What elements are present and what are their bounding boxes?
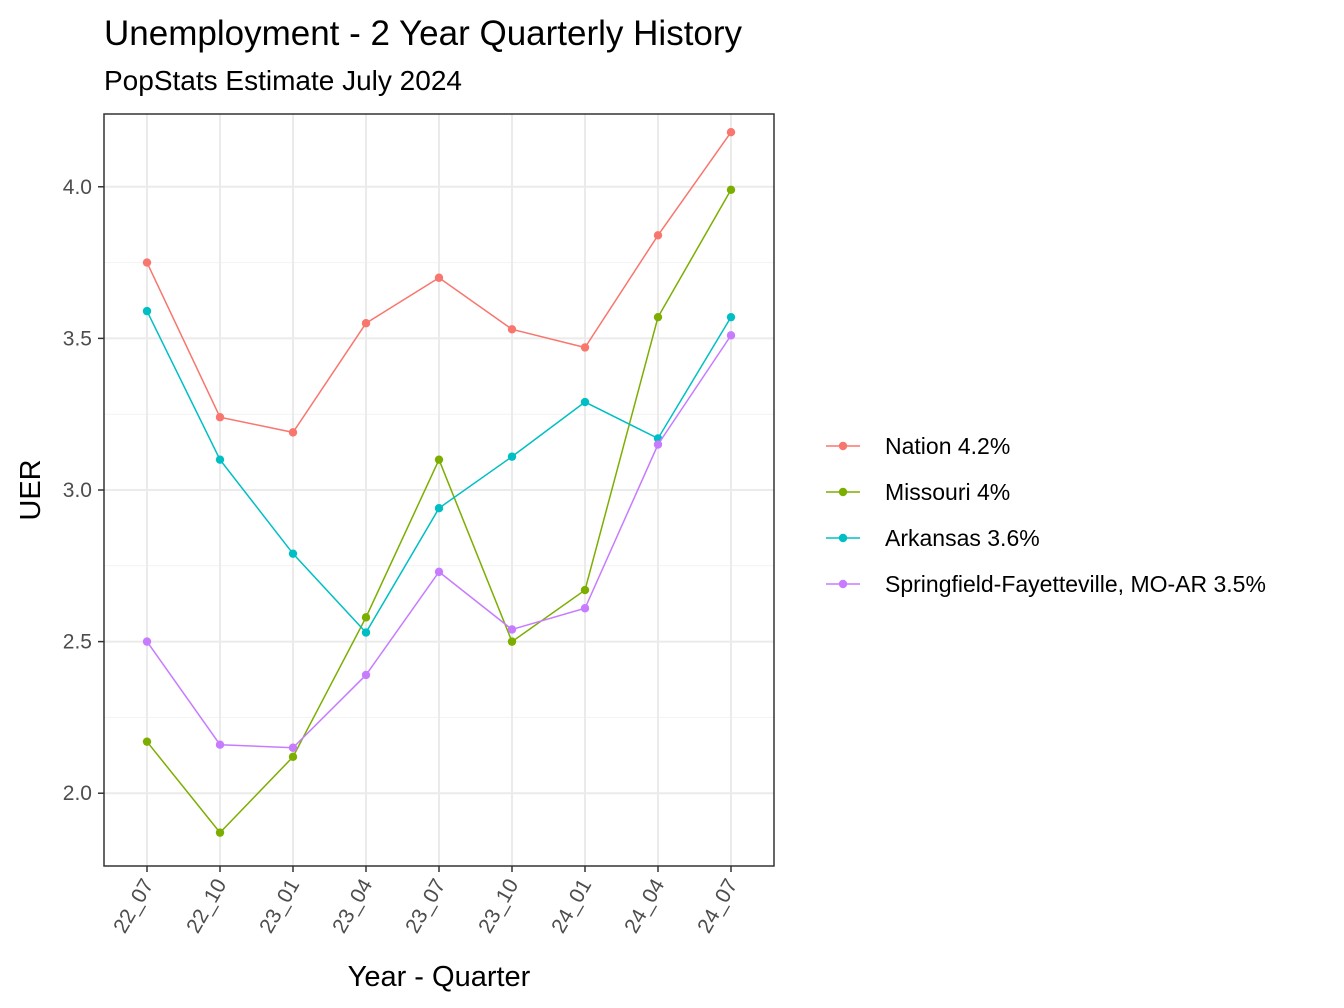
x-tick-label: 23_04 (328, 875, 377, 937)
y-tick-label: 2.5 (63, 631, 92, 654)
data-point (361, 319, 371, 328)
data-point (215, 455, 225, 464)
data-point (434, 503, 444, 513)
data-point (726, 331, 736, 340)
data-point (434, 273, 444, 282)
legend-label: Missouri 4% (885, 479, 1010, 505)
data-point (507, 625, 517, 634)
x-tick-label: 24_04 (620, 875, 669, 937)
y-tick-label: 3.0 (63, 479, 92, 502)
data-point (726, 185, 736, 195)
legend-label: Springfield-Fayetteville, MO-AR 3.5% (885, 571, 1266, 597)
data-point (142, 637, 152, 646)
x-tick-label: 23_07 (401, 875, 450, 937)
x-tick-label: 23_10 (474, 875, 523, 937)
legend-key-point (838, 533, 848, 543)
data-point (142, 306, 152, 316)
legend-item: Arkansas 3.6% (826, 525, 1040, 551)
data-point (580, 585, 590, 595)
x-tick-label: 22_10 (182, 875, 231, 937)
data-point (215, 828, 225, 837)
y-tick-label: 2.0 (63, 782, 92, 805)
data-point (215, 413, 225, 422)
y-tick-label: 4.0 (63, 176, 92, 199)
legend-item: Missouri 4% (826, 479, 1010, 505)
data-point (288, 549, 298, 558)
grid-lines (104, 114, 774, 866)
x-tick-label: 22_07 (109, 875, 158, 937)
legend-label: Nation 4.2% (885, 433, 1010, 459)
series-3 (142, 331, 736, 752)
legend-label: Arkansas 3.6% (885, 525, 1040, 551)
chart-title: Unemployment - 2 Year Quarterly History (104, 14, 743, 53)
data-point (142, 258, 152, 267)
data-point (361, 613, 371, 622)
x-tick-label: 24_07 (693, 875, 742, 937)
series-1 (142, 185, 736, 837)
data-point (507, 637, 517, 646)
data-point (580, 604, 590, 613)
x-tick-label: 23_01 (255, 875, 304, 937)
x-tick-label: 24_01 (547, 875, 596, 937)
series-lines (142, 127, 736, 837)
data-point (580, 343, 590, 352)
y-axis: 2.0 2.5 3.0 3.5 4.0 (63, 176, 104, 805)
data-point (653, 231, 663, 240)
y-axis-title: UER (15, 459, 47, 520)
data-point (215, 740, 225, 749)
legend-key-point (838, 579, 848, 589)
data-point (726, 127, 736, 137)
data-point (507, 325, 517, 334)
data-point (507, 452, 517, 461)
legend-key-point (838, 487, 848, 497)
data-point (361, 670, 371, 680)
data-point (361, 628, 371, 637)
legend-key-point (838, 441, 848, 451)
y-tick-label: 3.5 (63, 327, 92, 350)
chart-subtitle: PopStats Estimate July 2024 (104, 65, 462, 96)
data-point (580, 397, 590, 407)
legend: Nation 4.2% Missouri 4% Arkansas 3.6% Sprin… (826, 433, 1266, 597)
x-axis-title: Year - Quarter (348, 961, 531, 993)
data-point (653, 440, 663, 449)
legend-item: Springfield-Fayetteville, MO-AR 3.5% (826, 571, 1266, 597)
data-point (653, 312, 663, 322)
x-axis: 22_07 22_10 23_01 23_04 23_07 23_10 24_01 24_04… (109, 866, 742, 937)
data-point (142, 737, 152, 746)
legend-item: Nation 4.2% (826, 433, 1010, 459)
data-point (288, 428, 298, 437)
series-0 (142, 127, 736, 437)
data-point (434, 567, 444, 577)
data-point (288, 752, 298, 762)
data-point (726, 312, 736, 322)
data-point (288, 743, 298, 752)
data-point (434, 455, 444, 464)
